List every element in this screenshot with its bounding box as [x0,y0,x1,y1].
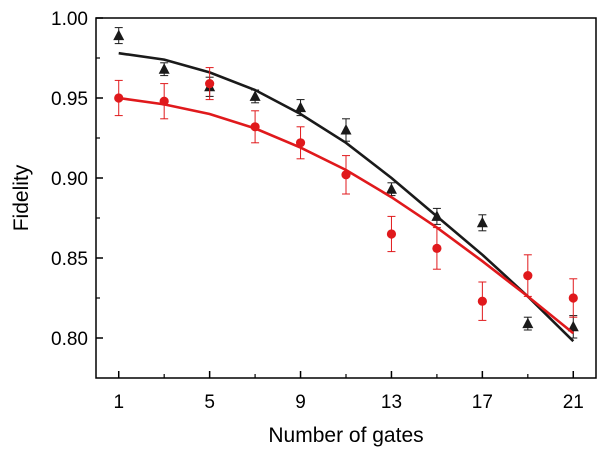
x-tick-label: 17 [472,392,493,413]
y-tick-label: 0.85 [51,249,88,270]
data-point [477,296,487,306]
y-tick-label: 0.95 [51,89,88,110]
data-point [476,216,488,228]
data-point [567,320,579,332]
x-tick-label: 13 [381,392,402,413]
x-tick-label: 1 [113,392,124,413]
plot-frame [95,17,597,379]
data-point [523,271,533,281]
data-point [522,317,534,329]
data-point [432,243,442,253]
data-point [249,90,261,101]
data-point [340,124,352,135]
data-point [205,79,215,89]
series-1 [114,67,578,335]
data-point [159,96,169,106]
x-axis-title: Number of gates [268,424,423,447]
y-tick-label: 0.90 [51,169,88,190]
y-axis-title: Fidelity [10,164,33,231]
data-point [385,183,397,194]
series-0 [113,27,579,343]
data-point [158,63,170,74]
y-tick-label: 1.00 [51,9,88,30]
data-point [295,101,307,113]
x-tick-label: 21 [563,392,584,413]
data-point [114,93,124,103]
axis-layer: 1 5 9 13 17 21 0.80 0.85 0.90 0.95 1.00 [51,9,584,413]
data-point [113,29,125,41]
data-point [250,122,260,132]
data-point [568,293,578,303]
data-point [341,170,351,180]
y-tick-label: 0.80 [51,329,88,350]
fit-line [118,51,575,343]
data-point [386,229,397,239]
x-tick-label: 5 [204,392,215,413]
data-point [431,210,443,221]
plot-layer [113,27,579,343]
data-point [295,138,306,148]
x-tick-label: 9 [295,392,306,413]
